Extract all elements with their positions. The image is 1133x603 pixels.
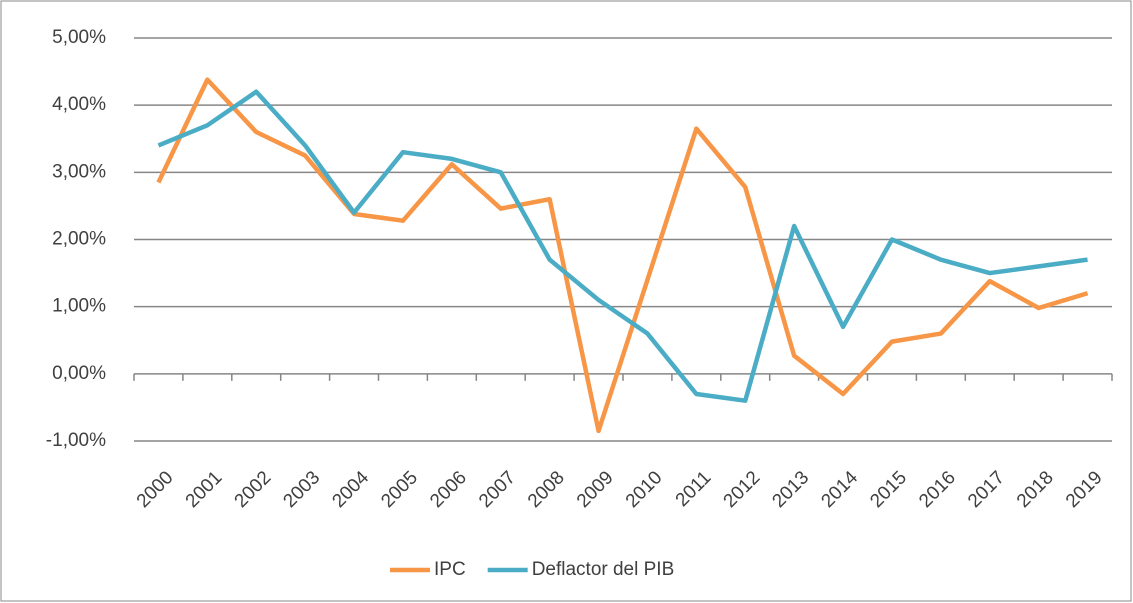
- y-tick-label: 4,00%: [52, 94, 106, 115]
- data-line: [157, 89, 1088, 403]
- legend-label: Deflactor del PIB: [532, 559, 675, 580]
- y-tick-label: 0,00%: [52, 363, 106, 384]
- y-tick-label: -1,00%: [46, 430, 106, 451]
- data-line: [156, 77, 1089, 434]
- y-tick-label: 5,00%: [52, 27, 106, 48]
- y-tick-label: 2,00%: [52, 229, 106, 250]
- y-tick-label: 1,00%: [52, 296, 106, 317]
- y-tick-label: 3,00%: [52, 161, 106, 182]
- legend-label: IPC: [434, 559, 466, 580]
